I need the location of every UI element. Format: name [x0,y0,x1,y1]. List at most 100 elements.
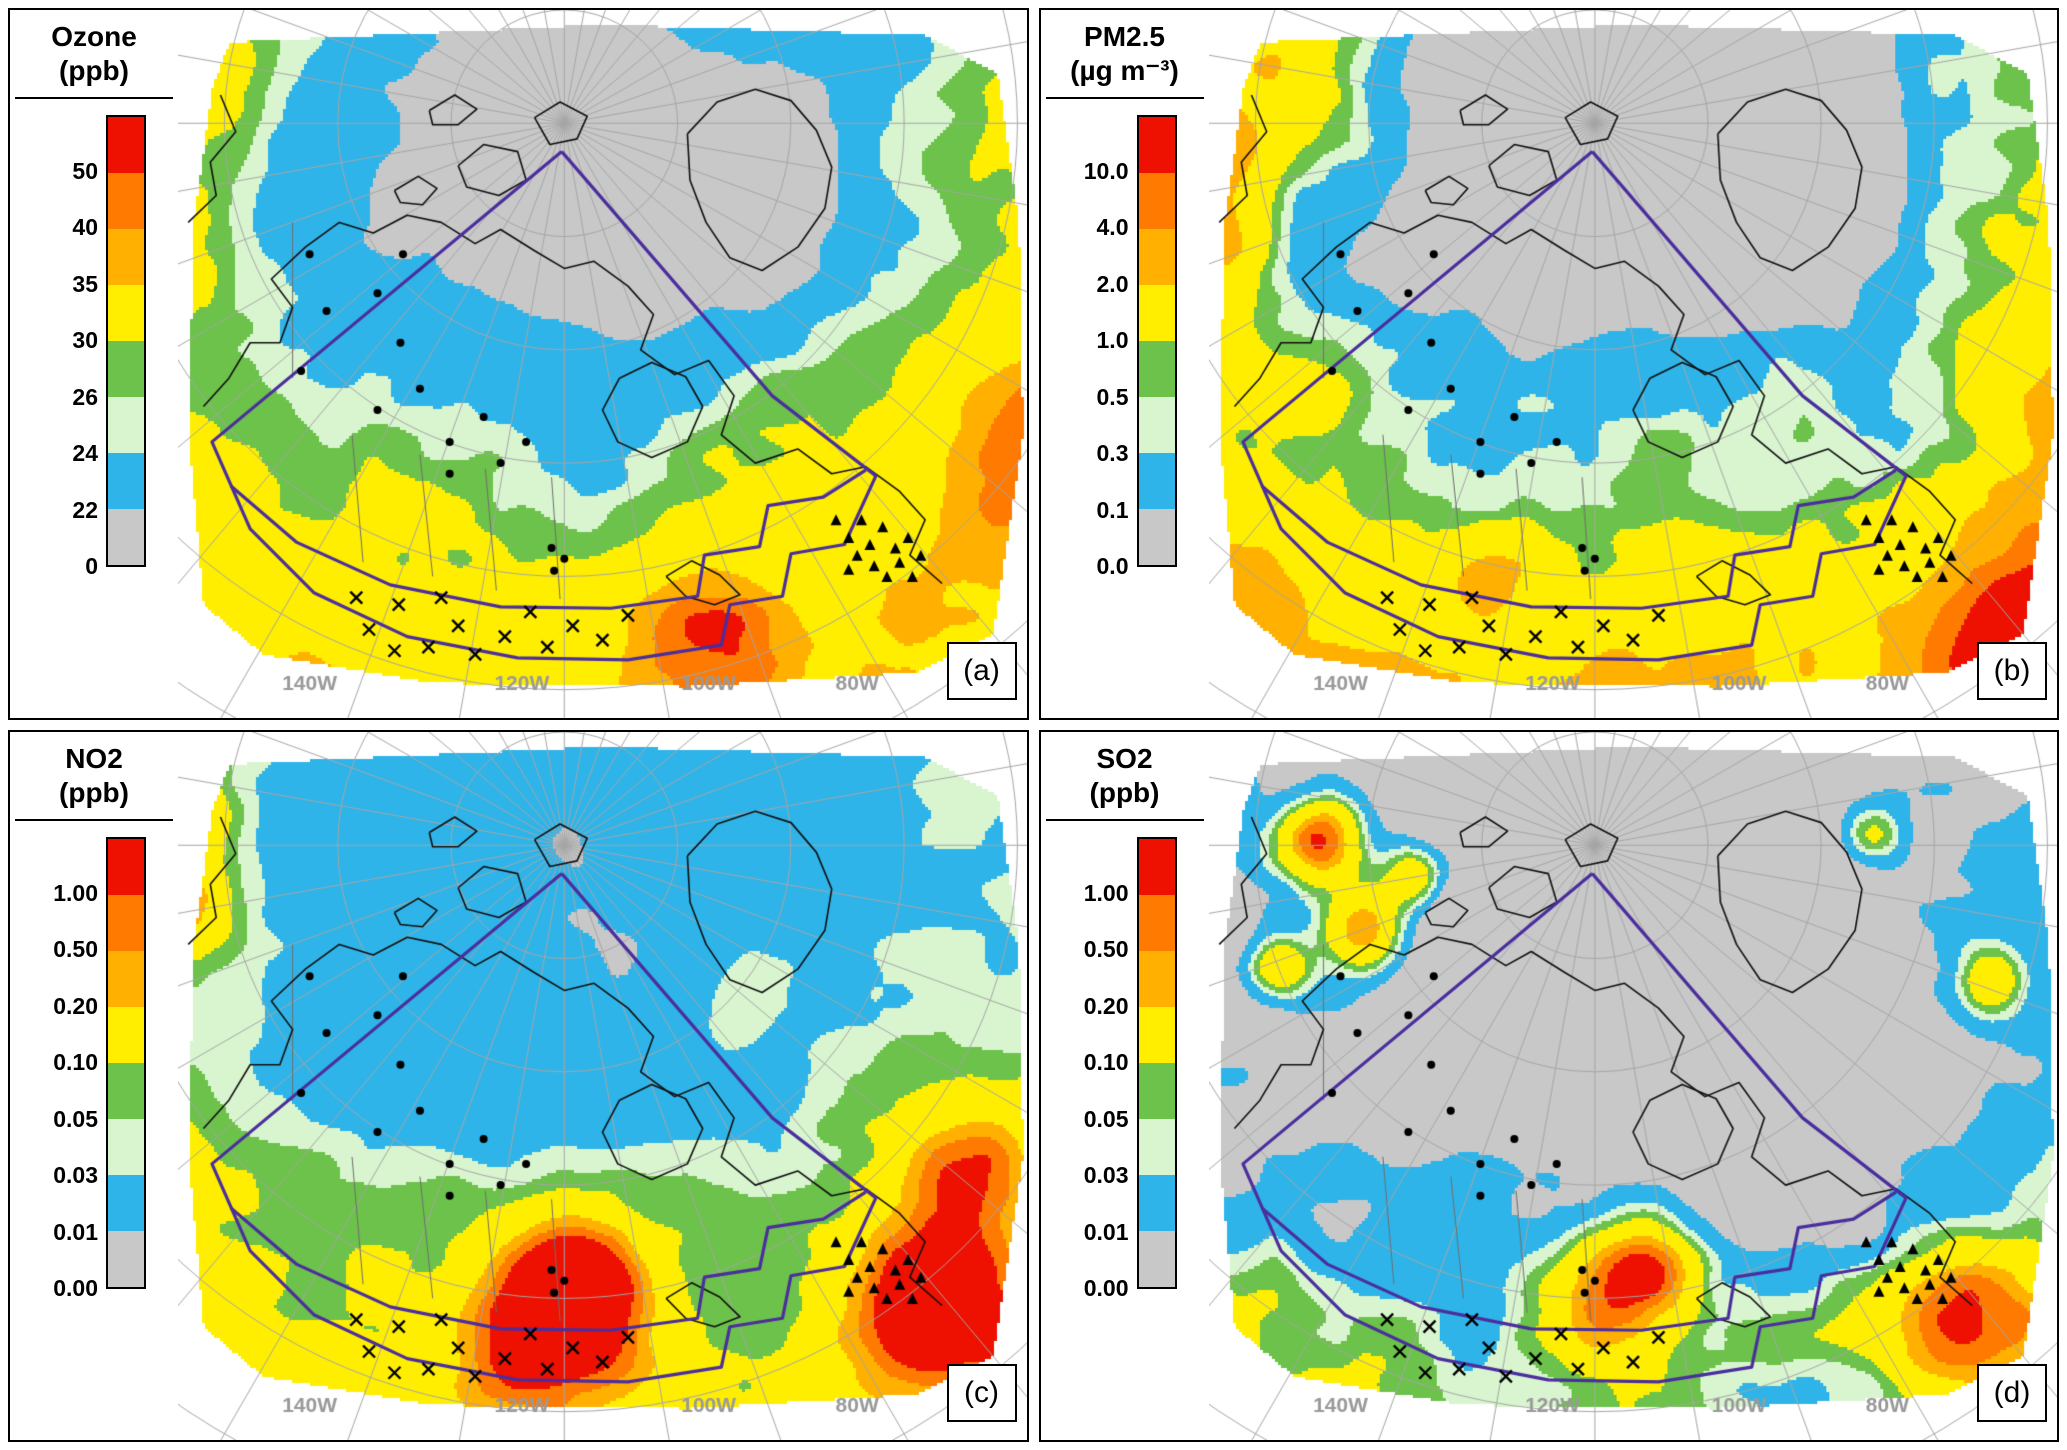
panel-a: Ozone (ppb) 50 40 35 30 26 24 22 0 [8,8,1029,720]
colorbar-b: 10.0 4.0 2.0 1.0 0.5 0.3 0.1 0.0 [1041,115,1209,579]
colorbar-tick: 0.05 [53,1105,98,1132]
colorbar-tick: 2.0 [1096,270,1129,297]
panel-title-species: PM2.5 [1084,21,1165,52]
colorbar-c: 1.00 0.50 0.20 0.10 0.05 0.03 0.01 0.00 [10,837,178,1301]
colorbar-segment [1138,509,1175,566]
panel-letter: (d) [1977,1364,2047,1422]
colorbar-segment [108,397,144,454]
colorbar-segment [1138,1063,1175,1120]
colorbar-segment [108,117,144,174]
colorbar-tick: 1.00 [1083,879,1129,906]
panel-letter: (c) [946,1364,1017,1422]
colorbar-tick: 24 [72,440,98,467]
panel-c: NO2 (ppb) 1.00 0.50 0.20 0.10 0.05 0.03 … [8,730,1029,1442]
colorbar-tick: 10.0 [1083,157,1129,184]
colorbar-strip [106,837,146,1290]
colorbar-segment [1138,229,1175,286]
map-canvas [1208,10,2057,718]
colorbar-segment [108,951,144,1008]
colorbar-tick: 35 [72,270,98,297]
colorbar-segment [1138,951,1175,1008]
panel-title-units: (µg m⁻³) [1070,55,1179,87]
panel-d-title: SO2 (ppb) [1041,742,1209,810]
colorbar-tick: 4.0 [1096,214,1129,241]
panel-title-species: NO2 [65,743,123,774]
colorbar-tick: 22 [72,496,98,523]
panel-letter: (b) [1977,642,2047,700]
colorbar-tick: 0.5 [1096,383,1129,410]
colorbar-segment [1138,453,1175,510]
colorbar-segment [1138,285,1175,342]
colorbar-tick: 0.0 [1096,553,1129,580]
colorbar-tick: 0.20 [53,992,98,1019]
colorbar-segment [108,453,144,510]
colorbar-tick: 1.00 [53,879,98,906]
panel-b-map: (b) [1208,10,2057,718]
panel-d: SO2 (ppb) 1.00 0.50 0.20 0.10 0.05 0.03 … [1038,730,2059,1442]
panel-a-map: (a) [178,10,1027,718]
colorbar-segment [1138,117,1175,174]
colorbar-segment [108,341,144,398]
colorbar-segment [1138,341,1175,398]
colorbar-segment [108,1231,144,1288]
colorbar-segment [108,509,144,566]
colorbar-tick: 50 [72,157,98,184]
colorbar-tick: 0.50 [53,936,98,963]
colorbar-tick: 40 [72,214,98,241]
colorbar-tick: 0.10 [1083,1049,1129,1076]
colorbar-segment [108,1175,144,1232]
colorbar-tick: 0.00 [1083,1275,1129,1302]
colorbar-tick: 0 [85,553,98,580]
colorbar-tick: 0.20 [1083,992,1129,1019]
colorbar-segment [108,839,144,896]
colorbar-segment [1138,895,1175,952]
colorbar-tick-labels: 1.00 0.50 0.20 0.10 0.05 0.03 0.01 0.00 [1041,837,1129,1301]
map-canvas [1208,732,2057,1440]
colorbar-tick: 0.01 [1083,1218,1129,1245]
colorbar-a: 50 40 35 30 26 24 22 0 [10,115,178,579]
colorbar-tick-labels: 10.0 4.0 2.0 1.0 0.5 0.3 0.1 0.0 [1041,115,1129,579]
panel-title-units: (ppb) [1089,777,1160,809]
colorbar-segment [108,173,144,230]
panel-title-species: SO2 [1096,743,1153,774]
colorbar-tick: 0.50 [1083,936,1129,963]
colorbar-tick: 26 [72,383,98,410]
panel-d-map: (d) [1208,732,2057,1440]
panel-title-units: (ppb) [59,55,129,87]
colorbar-segment [108,1063,144,1120]
map-canvas [178,10,1027,718]
colorbar-strip [1136,115,1177,568]
colorbar-tick: 0.03 [53,1162,98,1189]
colorbar-tick: 0.05 [1083,1105,1129,1132]
colorbar-tick-labels: 50 40 35 30 26 24 22 0 [10,115,98,579]
title-underline [15,97,173,100]
colorbar-segment [108,229,144,286]
colorbar-segment [108,1119,144,1176]
colorbar-tick-labels: 1.00 0.50 0.20 0.10 0.05 0.03 0.01 0.00 [10,837,98,1301]
colorbar-tick: 0.10 [53,1049,98,1076]
panel-b: PM2.5 (µg m⁻³) 10.0 4.0 2.0 1.0 0.5 0.3 … [1038,8,2059,720]
panel-title-units: (ppb) [59,777,129,809]
colorbar-tick: 0.3 [1096,440,1129,467]
colorbar-strip [1136,837,1177,1290]
colorbar-tick: 1.0 [1096,327,1129,354]
panel-letter: (a) [946,642,1017,700]
colorbar-segment [1138,1175,1175,1232]
panel-a-title: Ozone (ppb) [10,20,178,88]
colorbar-segment [1138,173,1175,230]
colorbar-tick: 0.00 [53,1275,98,1302]
colorbar-segment [1138,1231,1175,1288]
colorbar-segment [1138,1007,1175,1064]
colorbar-segment [108,285,144,342]
colorbar-strip [106,115,146,568]
panel-a-legend: Ozone (ppb) 50 40 35 30 26 24 22 0 [10,10,178,718]
map-canvas [178,732,1027,1440]
panel-title-species: Ozone [51,21,137,52]
panel-c-legend: NO2 (ppb) 1.00 0.50 0.20 0.10 0.05 0.03 … [10,732,178,1440]
panel-c-map: (c) [178,732,1027,1440]
colorbar-segment [1138,397,1175,454]
panel-b-title: PM2.5 (µg m⁻³) [1041,20,1209,88]
colorbar-segment [108,895,144,952]
colorbar-tick: 0.03 [1083,1162,1129,1189]
